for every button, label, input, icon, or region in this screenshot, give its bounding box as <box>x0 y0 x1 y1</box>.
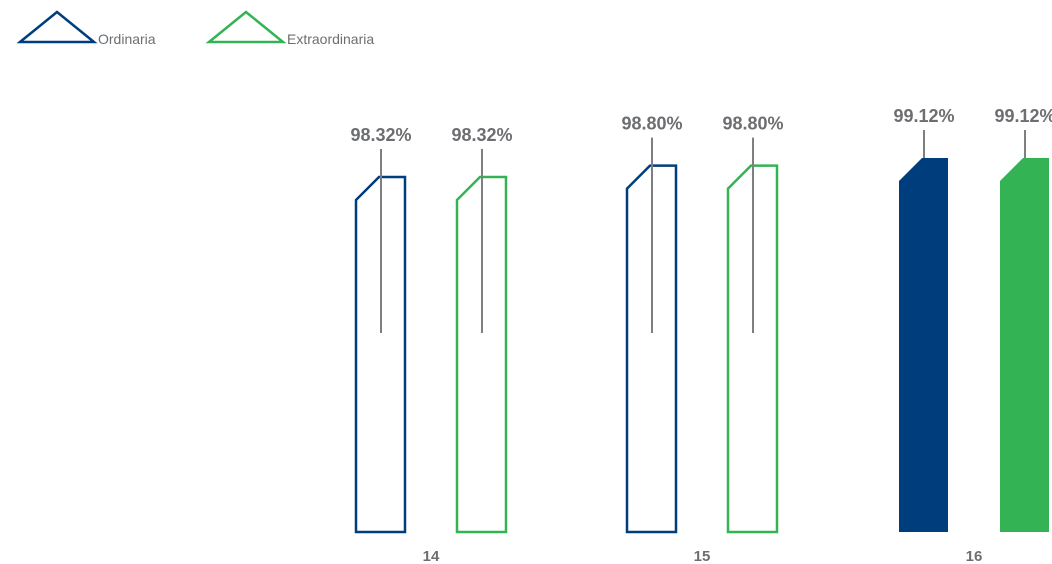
legend-marker-ordinaria-icon <box>16 10 98 44</box>
bar-ordinaria-16 <box>899 158 948 532</box>
value-label-ordinaria-15: 98.80% <box>621 114 682 134</box>
x-axis-ticks: 14 15 16 <box>423 548 983 564</box>
value-label-ordinaria-16: 99.12% <box>893 106 954 126</box>
value-label-extraordinaria-15: 98.80% <box>722 114 783 134</box>
legend-marker-extraordinaria-icon <box>205 10 287 44</box>
x-tick-label-14: 14 <box>423 548 440 564</box>
bar-extraordinaria-16 <box>1000 158 1049 532</box>
chart-marks <box>354 130 1049 534</box>
legend-label-extraordinaria: Extraordinaria <box>287 31 374 47</box>
value-label-extraordinaria-14: 98.32% <box>451 125 512 145</box>
legend-label-ordinaria: Ordinaria <box>98 31 156 47</box>
x-tick-label-16: 16 <box>966 548 983 564</box>
value-label-extraordinaria-16: 99.12% <box>994 106 1052 126</box>
bar-ordinaria-15 <box>625 164 678 534</box>
legend: Ordinaria Extraordinaria <box>16 10 374 47</box>
value-label-ordinaria-14: 98.32% <box>350 125 411 145</box>
bar-ordinaria-14 <box>354 175 407 534</box>
bar-extraordinaria-15 <box>726 164 779 534</box>
bar-extraordinaria-14 <box>455 175 508 534</box>
x-tick-label-15: 15 <box>694 548 711 564</box>
value-labels: 98.32% 98.32% 98.80% 98.80% 99.12% 99.12% <box>350 106 1052 145</box>
